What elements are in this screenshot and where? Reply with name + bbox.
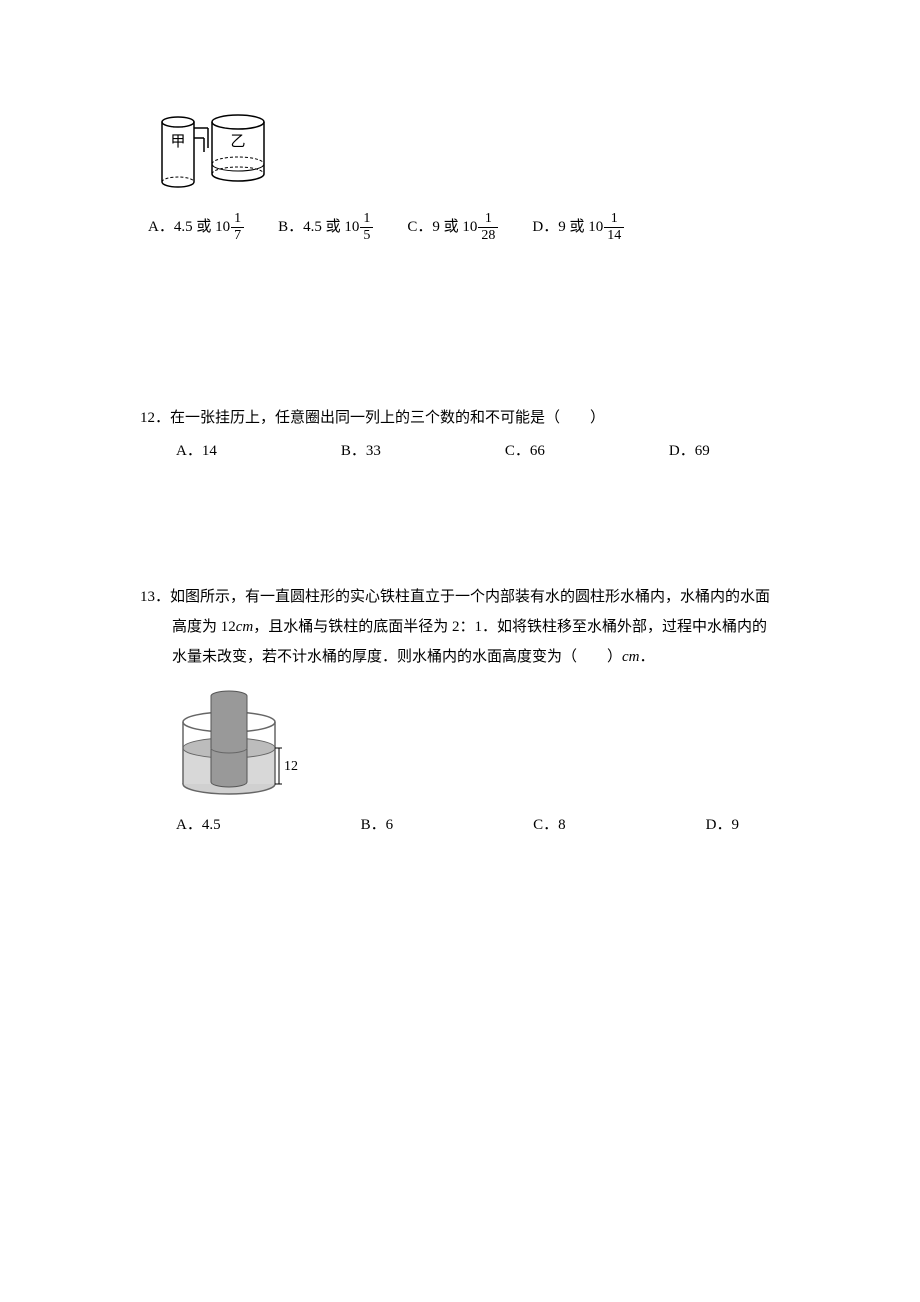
- fraction: 1 7: [231, 212, 244, 243]
- q11-option-c: C． 9 或 10 1 28: [407, 212, 498, 243]
- q13-option-a: A．4.5: [176, 815, 221, 836]
- q13-cm1: cm: [236, 619, 254, 635]
- option-prefix: 4.5 或 10: [303, 217, 359, 238]
- svg-text:12: 12: [284, 759, 298, 774]
- option-letter: B．: [278, 217, 303, 238]
- fraction-num: 1: [482, 212, 495, 227]
- option-prefix: 9 或 10: [432, 217, 477, 238]
- option-prefix: 9 或 10: [558, 217, 603, 238]
- svg-text:乙: 乙: [230, 134, 245, 150]
- q11-option-b: B． 4.5 或 10 1 5: [278, 212, 373, 243]
- q13-line2-after: ，且水桶与铁柱的底面半径为 2：1．如将铁柱移至水桶外部，过程中水: [253, 619, 722, 635]
- fraction-num: 1: [231, 212, 244, 227]
- fraction-num: 1: [360, 212, 373, 227]
- q13-options: A．4.5 B．6 C．8 D．9: [176, 815, 780, 836]
- q11-option-a: A． 4.5 或 10 1 7: [148, 212, 244, 243]
- fraction: 1 28: [478, 212, 498, 243]
- option-letter: A．: [148, 217, 174, 238]
- svg-text:甲: 甲: [170, 134, 185, 150]
- option-letter: D．: [532, 217, 558, 238]
- q11-options: A． 4.5 或 10 1 7 B． 4.5 或 10 1 5 C． 9 或 1…: [148, 212, 780, 243]
- q13-option-b: B．6: [361, 815, 394, 836]
- question-11-partial: 甲 乙 A． 4.5 或 10 1 7 B．: [140, 110, 780, 243]
- q11-option-d: D． 9 或 10 1 14: [532, 212, 624, 243]
- question-12: 12．在一张挂历上，任意圈出同一列上的三个数的和不可能是（ ） A．14 B．3…: [140, 403, 780, 462]
- q12-text: 12．在一张挂历上，任意圈出同一列上的三个数的和不可能是（ ）: [140, 403, 780, 433]
- q12-option-b: B．33: [341, 441, 381, 462]
- fraction-num: 1: [608, 212, 621, 227]
- question-13: 13．如图所示，有一直圆柱形的实心铁柱直立于一个内部装有水的圆柱形水桶内，水桶内…: [140, 582, 780, 836]
- q13-option-c: C．8: [533, 815, 566, 836]
- q13-end: ．: [640, 649, 655, 665]
- q12-options: A．14 B．33 C．66 D．69: [176, 441, 780, 462]
- fraction-den: 5: [360, 227, 373, 243]
- q13-figure: 12: [174, 686, 780, 801]
- fraction-den: 28: [478, 227, 498, 243]
- fraction: 1 5: [360, 212, 373, 243]
- q12-option-a: A．14: [176, 441, 217, 462]
- q12-option-d: D．69: [669, 441, 710, 462]
- q13-option-d: D．9: [706, 815, 739, 836]
- q12-option-c: C．66: [505, 441, 545, 462]
- q13-cm2: cm: [622, 649, 640, 665]
- fraction: 1 14: [604, 212, 624, 243]
- q13-text: 13．如图所示，有一直圆柱形的实心铁柱直立于一个内部装有水的圆柱形水桶内，水桶内…: [140, 582, 780, 672]
- fraction-den: 7: [231, 227, 244, 243]
- option-prefix: 4.5 或 10: [174, 217, 230, 238]
- q11-figure: 甲 乙: [148, 110, 780, 200]
- option-letter: C．: [407, 217, 432, 238]
- q13-line1: 13．如图所示，有一直圆柱形的实心铁柱直立于一个内部装有水的圆柱形水桶内，水桶内…: [140, 589, 740, 605]
- fraction-den: 14: [604, 227, 624, 243]
